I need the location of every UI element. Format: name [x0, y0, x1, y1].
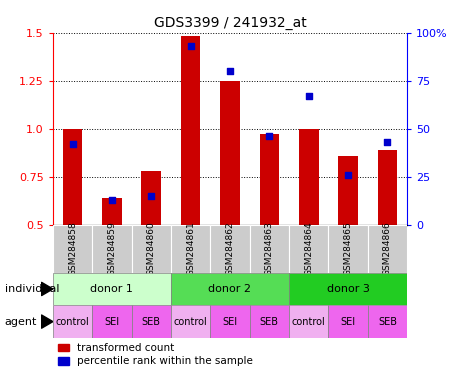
Bar: [249, 305, 288, 338]
Text: control: control: [291, 316, 325, 327]
Bar: [210, 305, 249, 338]
Bar: [53, 305, 92, 338]
Point: [304, 93, 312, 99]
Polygon shape: [41, 282, 53, 296]
Text: control: control: [174, 316, 207, 327]
Bar: [249, 225, 288, 273]
Text: SEB: SEB: [377, 316, 396, 327]
Title: GDS3399 / 241932_at: GDS3399 / 241932_at: [153, 16, 306, 30]
Bar: [259, 134, 279, 225]
Text: agent: agent: [5, 316, 37, 327]
Text: GSM284864: GSM284864: [303, 221, 313, 276]
Legend: transformed count, percentile rank within the sample: transformed count, percentile rank withi…: [58, 343, 252, 366]
Text: GSM284861: GSM284861: [186, 221, 195, 276]
Text: GSM284859: GSM284859: [107, 221, 116, 276]
Bar: [210, 225, 249, 273]
Text: donor 1: donor 1: [90, 284, 133, 294]
Text: GSM284865: GSM284865: [343, 221, 352, 276]
Text: SEI: SEI: [340, 316, 355, 327]
Bar: [288, 225, 328, 273]
Point: [186, 43, 194, 49]
Text: SEB: SEB: [259, 316, 278, 327]
Text: SEI: SEI: [222, 316, 237, 327]
Bar: [53, 225, 92, 273]
Bar: [328, 225, 367, 273]
Bar: [328, 305, 367, 338]
Point: [69, 141, 76, 147]
Polygon shape: [41, 315, 53, 328]
Point: [344, 172, 351, 178]
Bar: [288, 273, 406, 305]
Bar: [141, 171, 161, 225]
Bar: [377, 150, 397, 225]
Text: GSM284866: GSM284866: [382, 221, 391, 276]
Text: SEB: SEB: [141, 316, 161, 327]
Bar: [171, 273, 288, 305]
Bar: [92, 225, 131, 273]
Text: GSM284860: GSM284860: [146, 221, 156, 276]
Text: individual: individual: [5, 284, 59, 294]
Text: control: control: [56, 316, 89, 327]
Bar: [337, 156, 357, 225]
Bar: [288, 305, 328, 338]
Text: GSM284863: GSM284863: [264, 221, 273, 276]
Bar: [131, 305, 171, 338]
Point: [383, 139, 390, 145]
Bar: [171, 225, 210, 273]
Bar: [298, 129, 318, 225]
Bar: [367, 305, 406, 338]
Point: [226, 68, 233, 74]
Bar: [102, 198, 122, 225]
Point: [108, 197, 115, 203]
Text: donor 2: donor 2: [208, 284, 251, 294]
Text: SEI: SEI: [104, 316, 119, 327]
Bar: [220, 81, 239, 225]
Bar: [62, 129, 82, 225]
Bar: [180, 36, 200, 225]
Text: donor 3: donor 3: [326, 284, 369, 294]
Text: GSM284858: GSM284858: [68, 221, 77, 276]
Text: GSM284862: GSM284862: [225, 221, 234, 276]
Point: [265, 133, 273, 139]
Bar: [53, 273, 171, 305]
Bar: [171, 305, 210, 338]
Bar: [367, 225, 406, 273]
Point: [147, 193, 155, 199]
Bar: [92, 305, 131, 338]
Bar: [131, 225, 171, 273]
